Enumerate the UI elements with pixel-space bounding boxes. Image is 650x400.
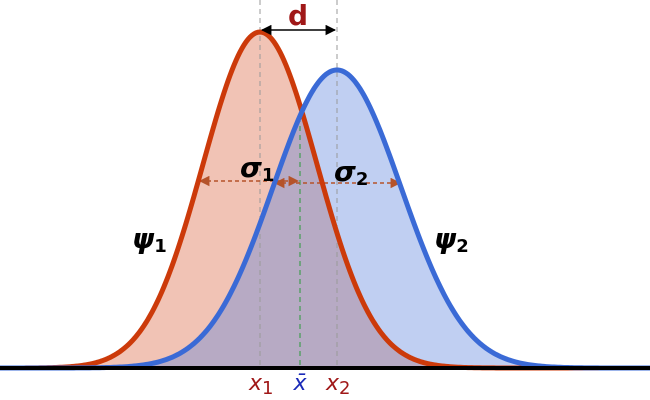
subscript: 2 xyxy=(456,236,469,257)
symbol: x xyxy=(248,371,263,396)
symbol: ψ xyxy=(132,222,155,255)
symbol: σ xyxy=(334,155,356,188)
subscript: 1 xyxy=(262,165,275,186)
symbol: x xyxy=(325,371,340,396)
distance-label: d xyxy=(288,0,308,32)
symbol: σ xyxy=(240,151,262,184)
sigma1-label: σ1 xyxy=(240,151,274,186)
xbar-label: x̄ xyxy=(292,371,307,396)
sigma2-label: σ2 xyxy=(334,155,368,190)
x2-label: x2 xyxy=(325,371,350,399)
x1-label: x1 xyxy=(248,371,273,399)
subscript: 1 xyxy=(154,236,167,257)
psi1-label: ψ1 xyxy=(132,222,167,257)
blue-area xyxy=(0,70,650,368)
psi2-label: ψ2 xyxy=(434,222,469,257)
symbol: ψ xyxy=(434,222,457,255)
subscript: 1 xyxy=(262,378,273,399)
subscript: 2 xyxy=(339,378,350,399)
subscript: 2 xyxy=(356,169,369,190)
